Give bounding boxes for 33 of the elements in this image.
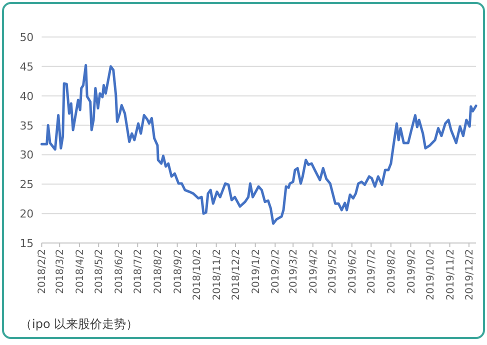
x-tick-label: 2018/11/2 [212, 249, 223, 300]
y-tick-label: 45 [20, 60, 34, 74]
y-tick-label: 30 [20, 148, 34, 162]
x-tick-label: 2018/10/2 [192, 249, 203, 300]
x-tick-label: 2018/2/2 [37, 249, 48, 294]
line-series [40, 64, 478, 225]
x-tick-label: 2018/5/2 [94, 249, 106, 294]
x-tick-label: 2019/9/2 [406, 249, 418, 294]
y-tick-label: 15 [20, 237, 34, 250]
x-tick-label: 2018/4/2 [74, 249, 86, 294]
x-tick-label: 2019/4/2 [308, 249, 320, 294]
x-tick-label: 2019/2/2 [270, 249, 282, 294]
x-tick-label: 2018/9/2 [172, 249, 184, 294]
y-tick-label: 20 [20, 208, 34, 221]
x-tick-label: 2018/12/2 [231, 249, 242, 300]
x-tick-label: 2019/8/2 [386, 249, 398, 294]
x-tick-label: 2019/3/2 [288, 249, 300, 294]
y-tick-label: 35 [20, 119, 34, 132]
x-tick-label: 2019/12/2 [464, 249, 476, 300]
x-tick-label: 2018/3/2 [55, 249, 66, 294]
x-tick-label: 2019/11/2 [445, 249, 456, 300]
x-tick-label: 2018/6/2 [114, 249, 125, 294]
y-tick-label: 40 [20, 90, 34, 103]
x-tick-label: 2019/6/2 [347, 249, 358, 294]
y-tick-label: 50 [20, 31, 34, 44]
x-tick-label: 2019/5/2 [328, 249, 339, 294]
y-tick-label: 25 [20, 178, 34, 192]
x-tick-label: 2018/7/2 [133, 249, 144, 294]
x-tick-label: 2019/10/2 [425, 249, 436, 300]
x-tick-label: 2018/8/2 [152, 249, 164, 294]
x-tick-label: 2019/7/2 [366, 249, 378, 294]
text: （ipo 以来股价走势） [20, 317, 138, 331]
x-tick-label: 2019/1/2 [250, 249, 262, 294]
